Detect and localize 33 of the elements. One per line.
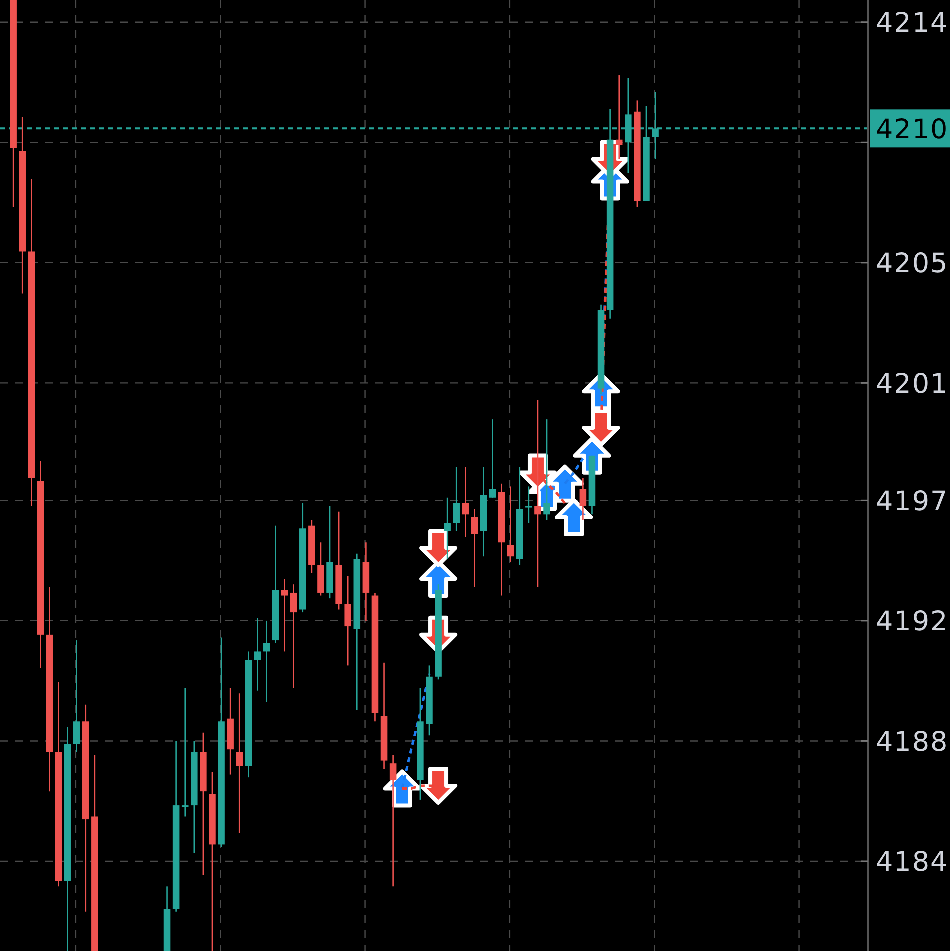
y-tick-label: 4197 — [876, 486, 949, 518]
candlestick — [390, 754, 397, 888]
candlestick — [489, 418, 496, 499]
candlestick — [444, 497, 451, 560]
point — [420, 529, 458, 568]
point — [546, 464, 584, 503]
candlestick — [73, 640, 80, 754]
candlestick — [290, 584, 298, 689]
point — [555, 498, 594, 536]
candlestick — [616, 74, 623, 160]
candlestick — [182, 687, 189, 818]
candlestick — [281, 578, 288, 652]
y-tick-label: 4214 — [876, 8, 949, 40]
candlestick — [544, 418, 550, 521]
point — [582, 408, 620, 447]
candlestick — [462, 466, 470, 538]
candlestick — [471, 508, 478, 588]
candlestick — [236, 693, 243, 834]
candlestick — [254, 618, 262, 692]
y-tick-label: 4201 — [876, 368, 949, 400]
candlestick — [526, 486, 532, 524]
candlestick — [534, 399, 542, 588]
y-tick-label: 4205 — [876, 248, 949, 280]
candlestick — [344, 576, 352, 666]
point — [420, 766, 458, 805]
y-tick-label: 4192 — [876, 606, 949, 638]
candlestick — [507, 486, 514, 563]
candlestick — [580, 478, 587, 521]
y-tick-label: 4188 — [876, 726, 949, 758]
candlestick — [263, 620, 270, 703]
ref-line-label: 4210 — [876, 114, 949, 146]
y-tick-label: 4184 — [876, 847, 949, 878]
candlestick — [453, 466, 460, 532]
